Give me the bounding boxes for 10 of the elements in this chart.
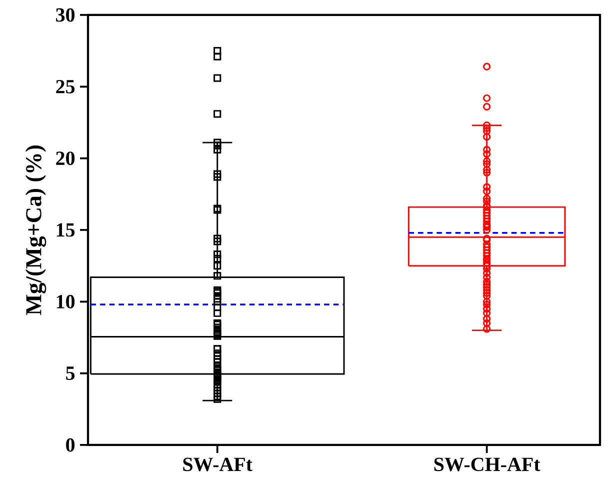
y-tick-label: 15 xyxy=(56,223,75,237)
y-tick-label: 0 xyxy=(66,438,75,452)
x-tick-label: SW-AFt xyxy=(183,458,252,472)
y-tick-label: 5 xyxy=(66,366,75,380)
y-tick-label: 30 xyxy=(56,8,75,22)
y-tick-label: 20 xyxy=(56,152,75,166)
x-tick-label: SW-CH-AFt xyxy=(434,458,540,472)
y-axis-title: Mg/(Mg+Ca) (%) xyxy=(25,146,46,316)
y-tick-label: 25 xyxy=(56,80,75,94)
y-tick-label: 10 xyxy=(56,294,75,308)
